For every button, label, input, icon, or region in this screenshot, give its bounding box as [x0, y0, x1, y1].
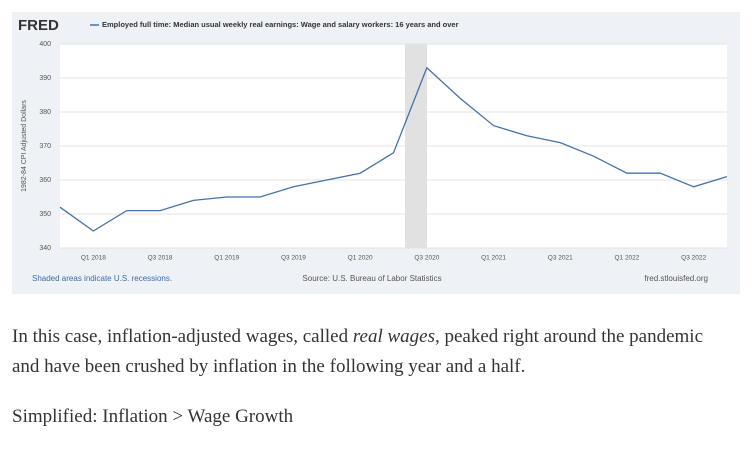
y-tick-label: 370: [39, 143, 51, 150]
x-tick-label: Q3 2019: [281, 255, 306, 262]
y-tick-label: 400: [39, 41, 51, 48]
x-tick-label: Q3 2018: [148, 255, 173, 262]
x-tick-label: Q3 2020: [414, 255, 439, 262]
x-tick-label: Q1 2021: [481, 255, 506, 262]
x-tick-label: Q1 2018: [81, 255, 106, 262]
x-tick-label: Q1 2020: [348, 255, 373, 262]
y-tick-label: 380: [39, 109, 51, 116]
logo: FRED: [18, 17, 59, 34]
recession-note: Shaded areas indicate U.S. recessions.: [32, 274, 172, 283]
x-tick-label: Q1 2022: [614, 255, 639, 262]
data-line: [59, 66, 728, 232]
emphasis: real wages: [352, 326, 435, 347]
y-axis-label: 1982-84 CPI Adjusted Dollars: [21, 100, 28, 192]
y-tick-label: 360: [39, 177, 51, 184]
source: Source: U.S. Bureau of Labor Statistics: [302, 274, 441, 283]
paragraph: In this case, inflation-adjusted wages, …: [12, 322, 712, 382]
x-tick-label: Q3 2021: [548, 255, 573, 262]
y-tick-label: 340: [39, 245, 51, 252]
text: , peaked right around the pandemic and h…: [12, 326, 704, 377]
y-tick-label: 390: [39, 75, 51, 82]
article: In this case, inflation-adjusted wages, …: [12, 322, 712, 452]
site: fred.stlouisfed.org: [644, 274, 708, 283]
paragraph: Simplified: Inflation > Wage Growth: [12, 406, 294, 427]
chart: FRED 1982-84 CPI Adjusted Dollars Shaded…: [12, 12, 740, 294]
legend-label: Employed full time: Median usual weekly …: [102, 20, 459, 29]
x-tick-label: Q1 2019: [214, 255, 239, 262]
text: In this case, inflation-adjusted wages, …: [12, 326, 353, 347]
x-tick-label: Q3 2022: [681, 255, 706, 262]
y-tick-label: 350: [39, 211, 51, 218]
